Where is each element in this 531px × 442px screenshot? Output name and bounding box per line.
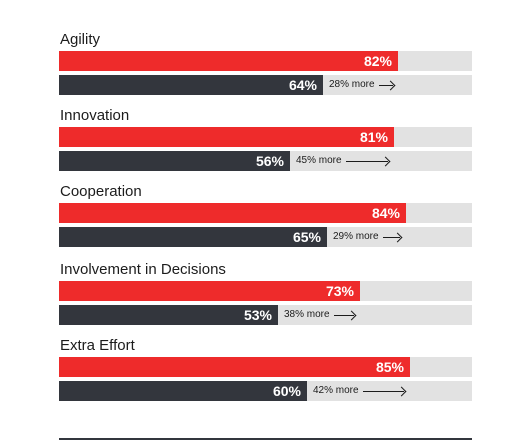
difference-annotation: 38% more xyxy=(284,305,354,325)
bar-value-label: 85% xyxy=(375,359,404,375)
arrow-right-icon xyxy=(333,314,354,316)
arrow-right-icon xyxy=(378,84,393,86)
difference-text: 29% more xyxy=(333,231,379,242)
bar-value-label: 82% xyxy=(363,53,392,69)
category-label: Extra Effort xyxy=(60,337,135,354)
bar-value-label: 53% xyxy=(243,307,272,323)
bar-track: 53% 38% more xyxy=(59,305,472,325)
difference-annotation: 42% more xyxy=(313,381,404,401)
difference-annotation: 28% more xyxy=(329,75,393,95)
arrow-right-icon xyxy=(345,160,388,162)
bar-red xyxy=(59,281,360,301)
bar-track: 82% xyxy=(59,51,472,71)
bar-track: 64% 28% more xyxy=(59,75,472,95)
bar-dark xyxy=(59,381,307,401)
category-label: Innovation xyxy=(60,107,130,124)
category-label: Agility xyxy=(60,31,101,48)
difference-text: 38% more xyxy=(284,309,330,320)
bar-track: 84% xyxy=(59,203,472,223)
arrow-right-icon xyxy=(362,390,404,392)
bar-dark xyxy=(59,75,323,95)
difference-text: 28% more xyxy=(329,79,375,90)
bar-dark xyxy=(59,227,327,247)
bar-value-label: 81% xyxy=(359,129,388,145)
bar-value-label: 84% xyxy=(371,205,400,221)
bar-value-label: 60% xyxy=(272,383,301,399)
bar-value-label: 64% xyxy=(288,77,317,93)
bar-track: 81% xyxy=(59,127,472,147)
bar-track: 65% 29% more xyxy=(59,227,472,247)
bar-track: 56% 45% more xyxy=(59,151,472,171)
bar-red xyxy=(59,357,410,377)
bar-track: 85% xyxy=(59,357,472,377)
difference-text: 45% more xyxy=(296,155,342,166)
bar-track: 60% 42% more xyxy=(59,381,472,401)
bar-dark xyxy=(59,305,278,325)
difference-annotation: 45% more xyxy=(296,151,388,171)
bar-red xyxy=(59,203,406,223)
bar-track: 73% xyxy=(59,281,472,301)
arrow-right-icon xyxy=(382,236,400,238)
bar-value-label: 73% xyxy=(325,283,354,299)
difference-text: 42% more xyxy=(313,385,359,396)
bar-value-label: 56% xyxy=(255,153,284,169)
category-label: Cooperation xyxy=(60,183,142,200)
bar-red xyxy=(59,127,394,147)
bar-value-label: 65% xyxy=(292,229,321,245)
bottom-divider xyxy=(59,438,472,440)
bar-red xyxy=(59,51,398,71)
category-label: Involvement in Decisions xyxy=(60,261,226,278)
difference-annotation: 29% more xyxy=(333,227,400,247)
bar-dark xyxy=(59,151,290,171)
